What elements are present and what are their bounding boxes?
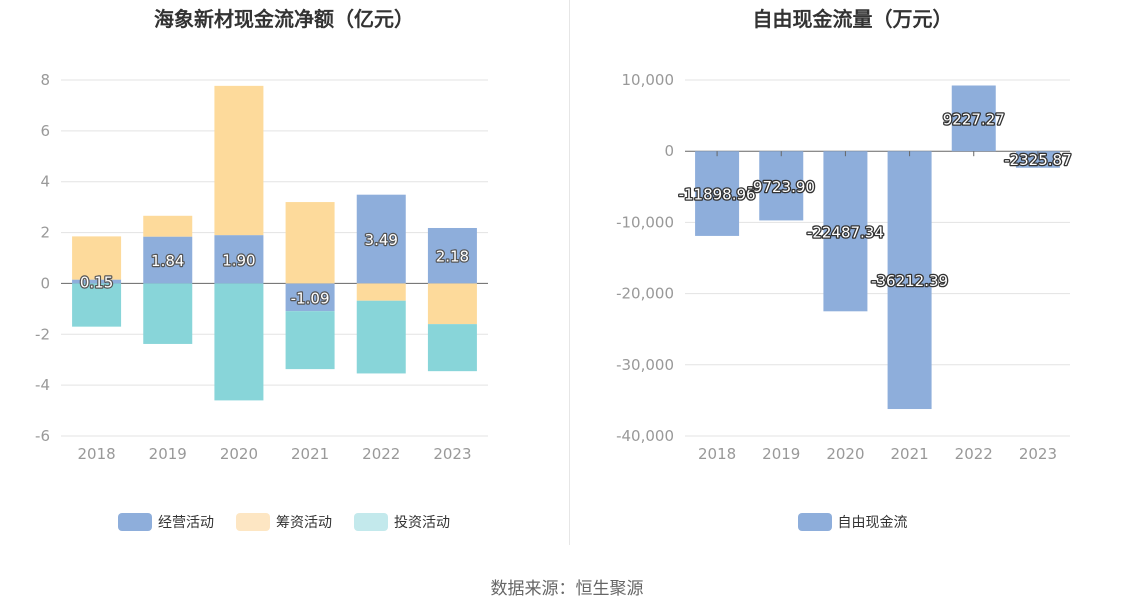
bar-2-2019	[143, 283, 193, 344]
bar-fcf-2020	[823, 151, 868, 312]
x-tick-label: 2023	[1019, 445, 1057, 463]
legend-swatch-operating	[118, 513, 152, 531]
data-label-operating: 3.49	[365, 231, 398, 249]
x-tick-label: 2021	[890, 445, 928, 463]
bar-fcf-2022	[951, 85, 996, 152]
legend-swatch-financing	[236, 513, 270, 531]
bar-1-2020	[214, 85, 264, 236]
y-tick-label: -10,000	[616, 213, 674, 231]
data-label-operating: 1.84	[151, 252, 184, 270]
y-tick-label: 0	[664, 142, 674, 160]
data-label-fcf: -2325.87	[1004, 151, 1071, 169]
legend-label-financing: 筹资活动	[276, 515, 332, 531]
bar-0-2023	[427, 227, 477, 284]
panel-divider	[569, 0, 570, 545]
x-tick-label: 2018	[77, 445, 115, 463]
legend-item-financing[interactable]: 筹资活动	[236, 512, 332, 532]
bar-fcf-2023	[1015, 151, 1060, 168]
data-label-operating: -1.09	[291, 289, 330, 307]
bar-2-2023	[427, 324, 477, 372]
y-tick-label: -6	[35, 427, 50, 445]
data-label-fcf: -11898.96	[679, 186, 756, 204]
bar-fcf-2019	[759, 151, 804, 221]
bar-1-2022	[356, 283, 406, 301]
left-chart-svg: -6 -4 -2 0 2 4 6 8 2018 2019 2020 2021 2022 2023 0.15 1…	[35, 71, 488, 463]
data-source: 数据来源：恒生聚源	[490, 579, 644, 599]
data-label-fcf: 9227.27	[943, 110, 1005, 128]
left-chart-panel: 海象新材现金流净额（亿元） -6 -4 -2 0 2 4 6 8 2018 2019 2020 202…	[0, 0, 568, 545]
legend-item-free-cash-flow[interactable]: 自由现金流	[797, 512, 908, 532]
x-tick-label: 2022	[362, 445, 400, 463]
data-label-operating: 0.15	[80, 274, 113, 292]
bar-0-2019	[143, 236, 193, 284]
bar-2-2021	[285, 311, 335, 370]
bar-0-2021	[285, 283, 335, 312]
bar-2-2018	[72, 283, 122, 327]
legend-label-free-cash-flow: 自由现金流	[837, 515, 908, 531]
bar-0-2022	[356, 194, 406, 284]
x-tick-label: 2020	[220, 445, 258, 463]
y-tick-label: 8	[40, 71, 50, 89]
y-tick-label: -4	[35, 376, 50, 394]
legend-swatch-free-cash-flow	[797, 513, 832, 531]
right-chart-title: 自由现金流量（万元）	[752, 7, 953, 31]
x-tick-label: 2019	[762, 445, 800, 463]
data-label-fcf: -36212.39	[871, 272, 948, 290]
bar-fcf-2018	[695, 151, 740, 236]
bar-1-2021	[285, 202, 335, 284]
x-tick-label: 2023	[433, 445, 471, 463]
y-tick-label: -30,000	[616, 356, 674, 374]
y-tick-label: -20,000	[616, 285, 674, 303]
bar-1-2023	[427, 283, 477, 325]
y-tick-label: -2	[35, 325, 50, 343]
y-tick-label: 10,000	[622, 71, 675, 89]
bar-fcf-2021	[887, 151, 932, 410]
right-legend: 自由现金流	[571, 512, 1134, 532]
bar-0-2018	[72, 279, 122, 284]
right-chart-panel: 自由现金流量（万元） -40,000 -30,000 -20,000 -10,000 0…	[571, 0, 1134, 545]
x-tick-label: 2021	[291, 445, 329, 463]
bar-1-2019	[143, 215, 193, 237]
x-tick-label: 2022	[955, 445, 993, 463]
legend-label-operating: 经营活动	[158, 515, 214, 531]
bar-0-2020	[214, 235, 264, 284]
x-tick-label: 2019	[149, 445, 187, 463]
data-label-operating: 1.90	[222, 251, 255, 269]
legend-swatch-investing	[354, 513, 388, 531]
data-label-operating: 2.18	[436, 248, 469, 266]
x-tick-label: 2018	[698, 445, 736, 463]
data-label-fcf: -9723.90	[748, 178, 815, 196]
bar-2-2020	[214, 283, 264, 401]
y-tick-label: 2	[40, 224, 50, 242]
right-chart-svg: -40,000 -30,000 -20,000 -10,000 0 10,000 2018 2…	[616, 71, 1073, 463]
y-tick-label: -40,000	[616, 427, 674, 445]
legend-item-investing[interactable]: 投资活动	[354, 512, 450, 532]
y-tick-label: 6	[40, 122, 50, 140]
left-chart-title: 海象新材现金流净额（亿元）	[154, 7, 414, 31]
data-label-fcf: -22487.34	[807, 223, 884, 241]
y-tick-label: 4	[40, 173, 50, 191]
y-tick-label: 0	[40, 274, 50, 292]
legend-item-operating[interactable]: 经营活动	[118, 512, 214, 532]
x-tick-label: 2020	[826, 445, 864, 463]
legend-label-investing: 投资活动	[394, 515, 450, 531]
bar-1-2018	[72, 236, 122, 280]
left-legend: 经营活动 筹资活动 投资活动	[0, 512, 568, 532]
bar-2-2022	[356, 300, 406, 374]
